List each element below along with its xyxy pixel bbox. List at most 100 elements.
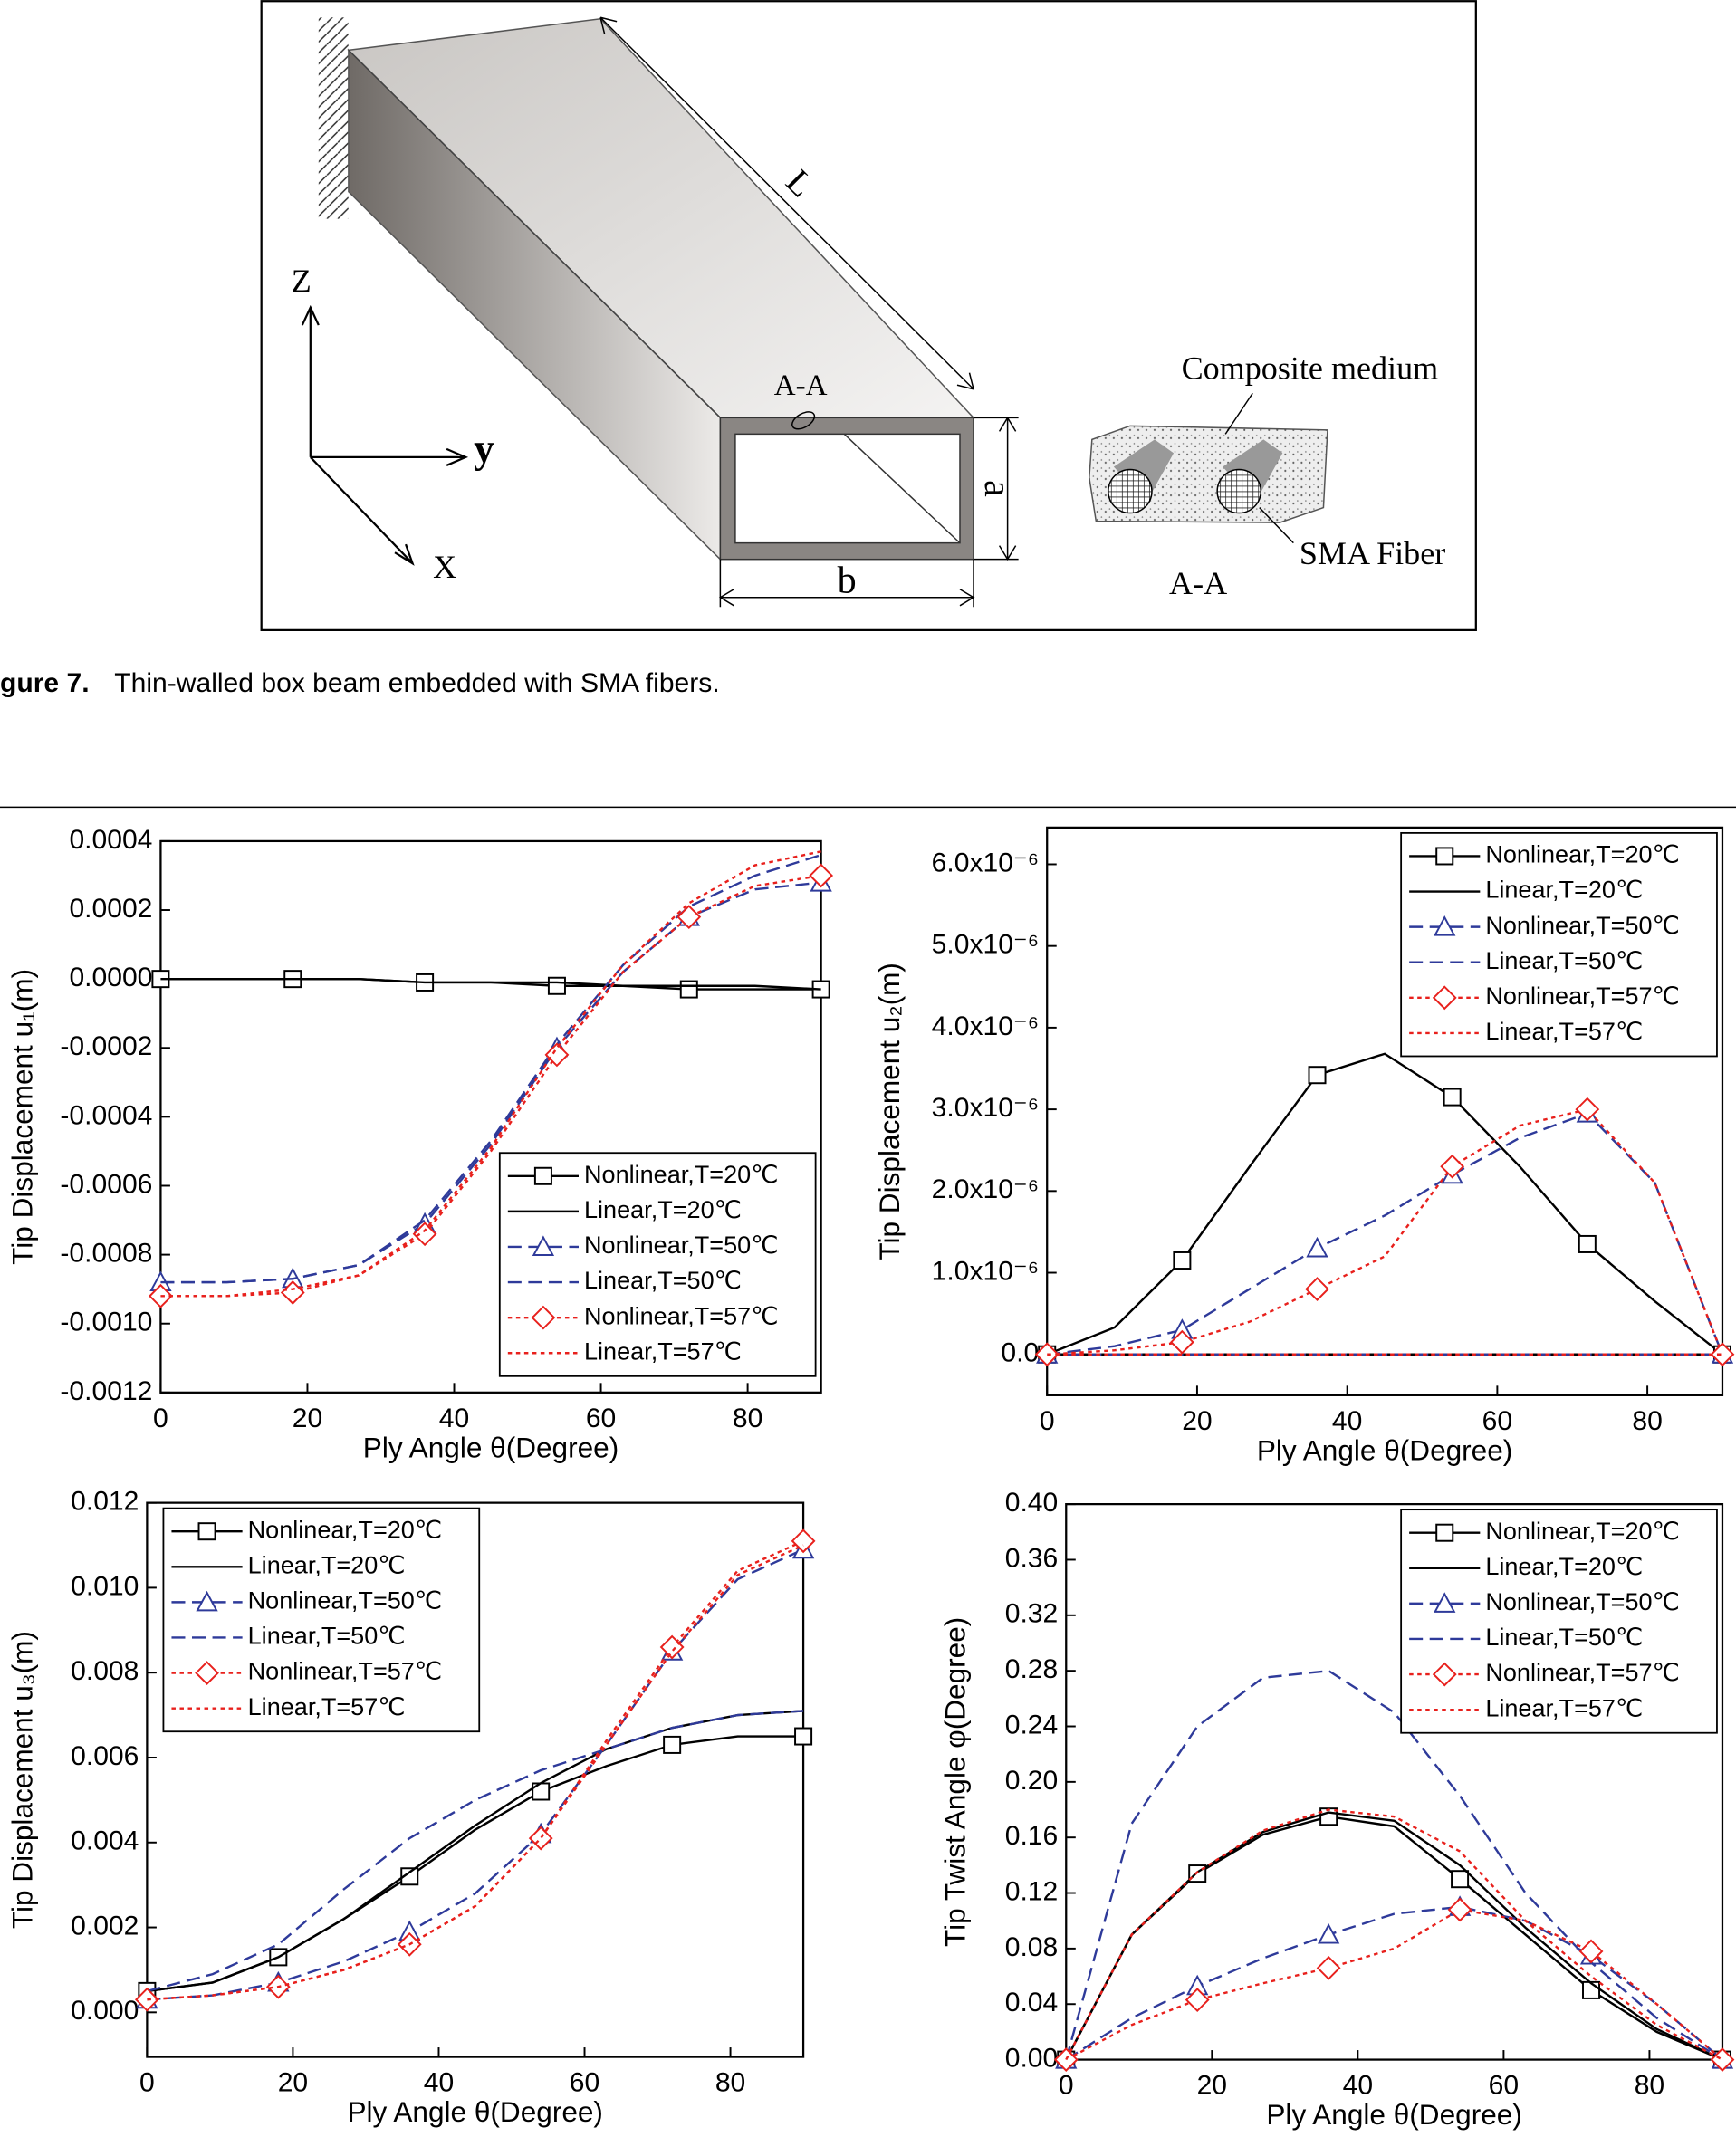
legend-label: Linear,T=20℃ xyxy=(1485,877,1643,904)
y-tick-label: 0.0000 xyxy=(69,963,152,992)
legend-label: Linear,T=50℃ xyxy=(248,1623,406,1650)
y-tick-label: 0.002 xyxy=(71,1911,139,1941)
marker xyxy=(1435,1523,1454,1542)
series-line xyxy=(160,853,821,1284)
y-axis-label: Tip Displacement u₁(m) xyxy=(5,969,38,1265)
caption-text: Thin-walled box beam embedded with SMA f… xyxy=(114,668,719,698)
y-tick-label: 0.40 xyxy=(1005,1488,1059,1518)
y-tick-label: -0.0004 xyxy=(60,1100,152,1130)
x-tick-label: 80 xyxy=(733,1404,762,1433)
beam-hollow xyxy=(734,433,961,544)
fiber-2-body xyxy=(1223,439,1283,503)
marker xyxy=(1434,1592,1456,1613)
y-tick-label: 1.0x10⁻⁶ xyxy=(932,1256,1040,1286)
marker xyxy=(1434,915,1456,936)
y-tick-label: -0.0006 xyxy=(60,1169,152,1199)
legend-label: Linear,T=50℃ xyxy=(1485,1624,1643,1651)
series-line xyxy=(160,850,821,1298)
y-tick-label: 0.000 xyxy=(71,1996,139,2026)
y-tick-label: 0.0002 xyxy=(69,894,152,924)
marker xyxy=(1710,2047,1735,2072)
y-tick-label: -0.0008 xyxy=(60,1239,152,1269)
marker xyxy=(1440,1154,1465,1179)
legend-box xyxy=(1400,1509,1718,1734)
x-tick-label: 80 xyxy=(1632,1406,1662,1436)
series-line xyxy=(1047,1112,1724,1356)
marker xyxy=(400,1867,419,1886)
length-dimension xyxy=(599,16,974,390)
marker xyxy=(663,1735,682,1754)
legend-box xyxy=(1400,831,1718,1058)
beam-inner-edge xyxy=(843,433,961,544)
x-tick-label: 40 xyxy=(1332,1406,1362,1436)
x-tick-label: 60 xyxy=(586,1404,616,1433)
x-label: X xyxy=(433,549,456,585)
legend-box xyxy=(162,1507,481,1733)
legend-label: Nonlinear,T=20℃ xyxy=(248,1516,443,1543)
y-tick-label: 0.0 xyxy=(1001,1338,1039,1368)
y-tick-label: 0.004 xyxy=(71,1826,139,1856)
series-line xyxy=(147,1735,804,1993)
y-axis-label: Tip Twist Angle φ(Degree) xyxy=(938,1617,971,1947)
x-axis-label: Ply Angle θ(Degree) xyxy=(363,1431,619,1463)
marker xyxy=(791,1528,816,1554)
marker xyxy=(197,1522,216,1541)
x-axis-label: Ply Angle θ(Degree) xyxy=(1266,2098,1521,2131)
legend-label: Linear,T=57℃ xyxy=(1485,1694,1643,1721)
x-tick-label: 80 xyxy=(1635,2071,1664,2101)
series-line xyxy=(1065,1908,1723,2061)
x-tick-label: 20 xyxy=(1182,1406,1212,1436)
section-marker xyxy=(791,411,816,430)
legend-label: Linear,T=57℃ xyxy=(584,1337,742,1365)
series-line xyxy=(1047,1107,1724,1356)
x-tick-label: 60 xyxy=(570,2068,599,2098)
marker xyxy=(1308,1066,1327,1085)
legend-label: Linear,T=50℃ xyxy=(1485,947,1643,974)
marker xyxy=(1305,1277,1329,1301)
marker xyxy=(531,1305,556,1330)
legend-label: Linear,T=57℃ xyxy=(248,1693,406,1720)
marker xyxy=(1432,985,1457,1011)
width-label: b xyxy=(838,559,857,601)
y-tick-label: 5.0x10⁻⁶ xyxy=(932,930,1040,960)
legend-label: Nonlinear,T=57℃ xyxy=(1485,1659,1680,1686)
y-tick-label: 0.012 xyxy=(71,1487,139,1517)
y-tick-label: 0.28 xyxy=(1005,1654,1059,1684)
diagram: Z y X L A-A a b Composite medium SMA Fib… xyxy=(260,0,1477,631)
axes-triad xyxy=(301,304,469,566)
marker xyxy=(547,976,566,995)
marker xyxy=(1578,1234,1597,1253)
section-label: A-A xyxy=(1169,565,1227,601)
marker xyxy=(679,980,698,999)
marker xyxy=(412,1222,437,1247)
marker xyxy=(533,1166,552,1185)
y-tick-label: 0.36 xyxy=(1005,1543,1059,1573)
series-line xyxy=(147,1548,804,2001)
legend-label: Linear,T=50℃ xyxy=(584,1267,742,1294)
marker xyxy=(195,1661,219,1685)
x-tick-label: 60 xyxy=(1489,2071,1519,2101)
y-tick-label: 0.08 xyxy=(1005,1932,1059,1962)
wall xyxy=(318,17,349,219)
y-label: y xyxy=(474,426,494,472)
series-line xyxy=(1065,1815,1723,2061)
series-line xyxy=(147,1710,804,1993)
legend-label: Nonlinear,T=50℃ xyxy=(248,1587,443,1615)
y-tick-label: 6.0x10⁻⁶ xyxy=(932,848,1040,877)
legend-label: Linear,T=20℃ xyxy=(1485,1553,1643,1580)
marker xyxy=(1306,1236,1328,1258)
x-tick-label: 20 xyxy=(278,2068,308,2098)
x-tick-label: 20 xyxy=(1197,2071,1227,2101)
y-tick-label: 0.16 xyxy=(1005,1821,1059,1851)
fiber-1-body xyxy=(1113,439,1175,503)
y-tick-label: 0.20 xyxy=(1005,1766,1059,1796)
legend-box xyxy=(498,1152,817,1377)
x-tick-label: 40 xyxy=(424,2068,454,2098)
series-line xyxy=(1065,1811,1723,2061)
legend-label: Linear,T=20℃ xyxy=(584,1196,742,1223)
beam-edge xyxy=(348,49,721,418)
marker xyxy=(1447,1897,1472,1922)
legend-label: Nonlinear,T=50℃ xyxy=(1485,912,1680,939)
y-axis-label: Tip Displacement u₃(m) xyxy=(5,1631,38,1929)
x-tick-label: 0 xyxy=(1059,2071,1074,2101)
